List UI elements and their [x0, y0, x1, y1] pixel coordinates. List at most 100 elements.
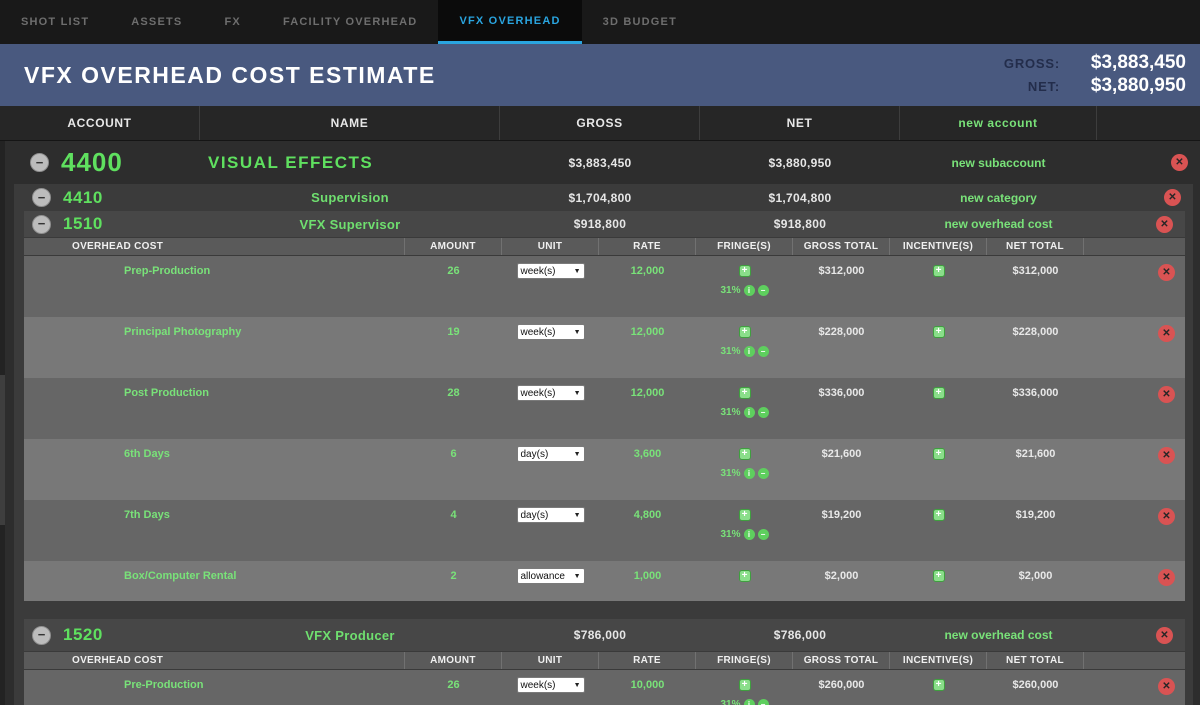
add-fringe-icon[interactable]: + [738, 509, 751, 521]
new-category-button[interactable]: new category [960, 190, 1037, 205]
fringe-info-icon[interactable]: i [743, 699, 755, 705]
collapse-account-icon[interactable]: − [30, 153, 49, 172]
overhead-row: Pre-Production 26 week(s) ▼ 10,000 + 31% i… [24, 670, 1185, 705]
subaccount-4410-section: − 4410 Supervision $1,704,800 $1,704,800… [14, 184, 1193, 705]
delete-overhead-icon[interactable]: ✕ [1158, 678, 1175, 695]
col-overhead-cost: OVERHEAD COST [24, 238, 405, 255]
tab-3d-budget[interactable]: 3D BUDGET [602, 16, 678, 28]
unit-select[interactable]: week(s) ▼ [516, 677, 585, 693]
delete-account-icon[interactable]: ✕ [1171, 154, 1188, 171]
add-fringe-icon[interactable]: + [738, 265, 751, 277]
gross-total-cell: $21,600 [821, 448, 862, 460]
account-row-4400: − 4400 VISUAL EFFECTS $3,883,450 $3,880,… [0, 141, 1200, 184]
add-incentive-icon[interactable]: + [932, 570, 945, 582]
col-unit: UNIT [502, 652, 599, 669]
remove-fringe-icon[interactable]: − [757, 285, 769, 296]
rate-value[interactable]: 12,000 [630, 265, 665, 277]
rate-value[interactable]: 1,000 [633, 570, 662, 582]
delete-overhead-icon[interactable]: ✕ [1158, 447, 1175, 464]
chevron-down-icon: ▼ [573, 681, 581, 689]
fringe-info-icon[interactable]: i [743, 285, 755, 296]
chevron-down-icon: ▼ [573, 572, 581, 580]
remove-fringe-icon[interactable]: − [757, 346, 769, 357]
fringe-info-icon[interactable]: i [743, 468, 755, 479]
tab-vfx-overhead[interactable]: VFX OVERHEAD [438, 0, 582, 44]
tab-assets[interactable]: ASSETS [131, 16, 183, 28]
category-name: VFX Producer [305, 627, 395, 643]
rate-value[interactable]: 3,600 [633, 448, 662, 460]
remove-fringe-icon[interactable]: − [757, 407, 769, 418]
add-incentive-icon[interactable]: + [932, 265, 945, 277]
tab-shot-list[interactable]: SHOT LIST [21, 16, 90, 28]
remove-fringe-icon[interactable]: − [757, 699, 769, 705]
col-account: ACCOUNT [0, 106, 200, 140]
amount-value[interactable]: 26 [447, 265, 460, 277]
rate-value[interactable]: 4,800 [633, 509, 662, 521]
unit-select[interactable]: week(s) ▼ [516, 324, 585, 340]
fringe-info-icon[interactable]: i [743, 407, 755, 418]
new-overhead-cost-button[interactable]: new overhead cost [944, 217, 1053, 231]
col-gross: GROSS [500, 106, 700, 140]
remove-fringe-icon[interactable]: − [757, 529, 769, 540]
add-incentive-icon[interactable]: + [932, 448, 945, 460]
rate-value[interactable]: 12,000 [630, 326, 665, 338]
amount-value[interactable]: 26 [447, 679, 460, 691]
amount-value[interactable]: 2 [450, 570, 457, 582]
delete-category-icon[interactable]: ✕ [1156, 626, 1173, 644]
rate-value[interactable]: 10,000 [630, 679, 665, 691]
fringe-info-icon[interactable]: i [743, 529, 755, 540]
delete-category-icon[interactable]: ✕ [1156, 215, 1173, 233]
overhead-name: Prep-Production [124, 265, 211, 277]
delete-overhead-icon[interactable]: ✕ [1158, 325, 1175, 342]
add-fringe-icon[interactable]: + [738, 387, 751, 399]
category-net: $786,000 [773, 628, 827, 642]
remove-fringe-icon[interactable]: − [757, 468, 769, 479]
amount-value[interactable]: 19 [447, 326, 460, 338]
add-fringe-icon[interactable]: + [738, 448, 751, 460]
amount-value[interactable]: 4 [450, 509, 457, 521]
overhead-row: 7th Days 4 day(s) ▼ 4,800 + 31% i − $19,200… [24, 500, 1185, 561]
unit-select[interactable]: week(s) ▼ [516, 385, 585, 401]
delete-overhead-icon[interactable]: ✕ [1158, 508, 1175, 525]
unit-select[interactable]: week(s) ▼ [516, 263, 585, 279]
collapse-category-icon[interactable]: − [32, 625, 51, 645]
delete-subaccount-icon[interactable]: ✕ [1164, 189, 1181, 206]
subaccount-net: $1,704,800 [768, 190, 832, 205]
unit-select[interactable]: day(s) ▼ [516, 507, 585, 523]
col-incentives: INCENTIVE(S) [890, 238, 987, 255]
category-name: VFX Supervisor [299, 216, 401, 232]
add-incentive-icon[interactable]: + [932, 387, 945, 399]
net-total-cell: $21,600 [1015, 448, 1056, 460]
amount-value[interactable]: 28 [447, 387, 460, 399]
overhead-name: 7th Days [124, 509, 170, 521]
unit-select[interactable]: day(s) ▼ [516, 446, 585, 462]
delete-overhead-icon[interactable]: ✕ [1158, 264, 1175, 281]
overhead-name: Principal Photography [124, 326, 242, 338]
tab-facility-overhead[interactable]: FACILITY OVERHEAD [282, 16, 418, 28]
collapse-subaccount-icon[interactable]: − [32, 188, 51, 207]
delete-overhead-icon[interactable]: ✕ [1158, 386, 1175, 403]
add-fringe-icon[interactable]: + [738, 570, 751, 582]
new-account-button[interactable]: new account [900, 106, 1097, 140]
left-scrollbar-thumb[interactable] [0, 375, 5, 525]
delete-overhead-icon[interactable]: ✕ [1158, 569, 1175, 586]
add-fringe-icon[interactable]: + [738, 679, 751, 691]
chevron-down-icon: ▼ [573, 328, 581, 336]
fringe-info-icon[interactable]: i [743, 346, 755, 357]
rate-value[interactable]: 12,000 [630, 387, 665, 399]
overhead-row: Prep-Production 26 week(s) ▼ 12,000 + 31%… [24, 256, 1185, 317]
add-incentive-icon[interactable]: + [932, 679, 945, 691]
net-total-value: $3,880,950 [1090, 75, 1186, 96]
category-row-1510: − 1510 VFX Supervisor $918,800 $918,800 … [24, 211, 1185, 237]
add-fringe-icon[interactable]: + [738, 326, 751, 338]
collapse-category-icon[interactable]: − [32, 214, 51, 234]
col-overhead-cost: OVERHEAD COST [24, 652, 405, 669]
category-gross: $918,800 [573, 217, 627, 231]
tab-fx[interactable]: FX [224, 16, 241, 28]
new-subaccount-button[interactable]: new subaccount [951, 155, 1046, 170]
add-incentive-icon[interactable]: + [932, 326, 945, 338]
unit-select[interactable]: allowance ▼ [516, 568, 585, 584]
new-overhead-cost-button[interactable]: new overhead cost [944, 628, 1053, 642]
amount-value[interactable]: 6 [450, 448, 457, 460]
add-incentive-icon[interactable]: + [932, 509, 945, 521]
